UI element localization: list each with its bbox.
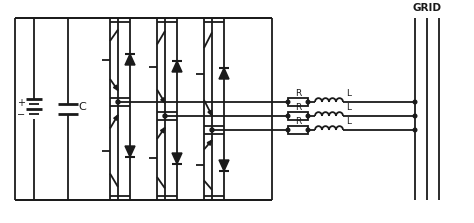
- Polygon shape: [219, 68, 229, 79]
- Text: L: L: [346, 89, 352, 99]
- Polygon shape: [207, 140, 212, 145]
- Circle shape: [306, 100, 310, 104]
- Polygon shape: [125, 54, 135, 65]
- Polygon shape: [172, 61, 182, 72]
- Polygon shape: [161, 128, 165, 133]
- Circle shape: [286, 100, 290, 104]
- Text: −: −: [17, 110, 25, 120]
- Polygon shape: [219, 160, 229, 171]
- Circle shape: [286, 128, 290, 132]
- Polygon shape: [113, 85, 118, 90]
- Circle shape: [306, 114, 310, 118]
- Bar: [288, 112, 308, 120]
- Text: L: L: [346, 118, 352, 126]
- Circle shape: [210, 128, 214, 132]
- Polygon shape: [208, 110, 212, 116]
- Polygon shape: [161, 98, 165, 103]
- Text: R: R: [295, 118, 301, 126]
- Circle shape: [163, 114, 167, 118]
- Polygon shape: [125, 146, 135, 157]
- Text: C: C: [78, 102, 86, 112]
- Circle shape: [116, 100, 120, 104]
- Circle shape: [306, 128, 310, 132]
- Circle shape: [413, 128, 417, 132]
- Circle shape: [413, 114, 417, 118]
- Text: +: +: [17, 98, 25, 108]
- Bar: [288, 126, 308, 134]
- Text: L: L: [346, 103, 352, 112]
- Text: R: R: [295, 103, 301, 112]
- Bar: [288, 98, 308, 106]
- Circle shape: [413, 100, 417, 104]
- Circle shape: [286, 114, 290, 118]
- Text: R: R: [295, 89, 301, 99]
- Polygon shape: [172, 153, 182, 164]
- Text: GRID: GRID: [412, 3, 441, 13]
- Polygon shape: [114, 115, 118, 120]
